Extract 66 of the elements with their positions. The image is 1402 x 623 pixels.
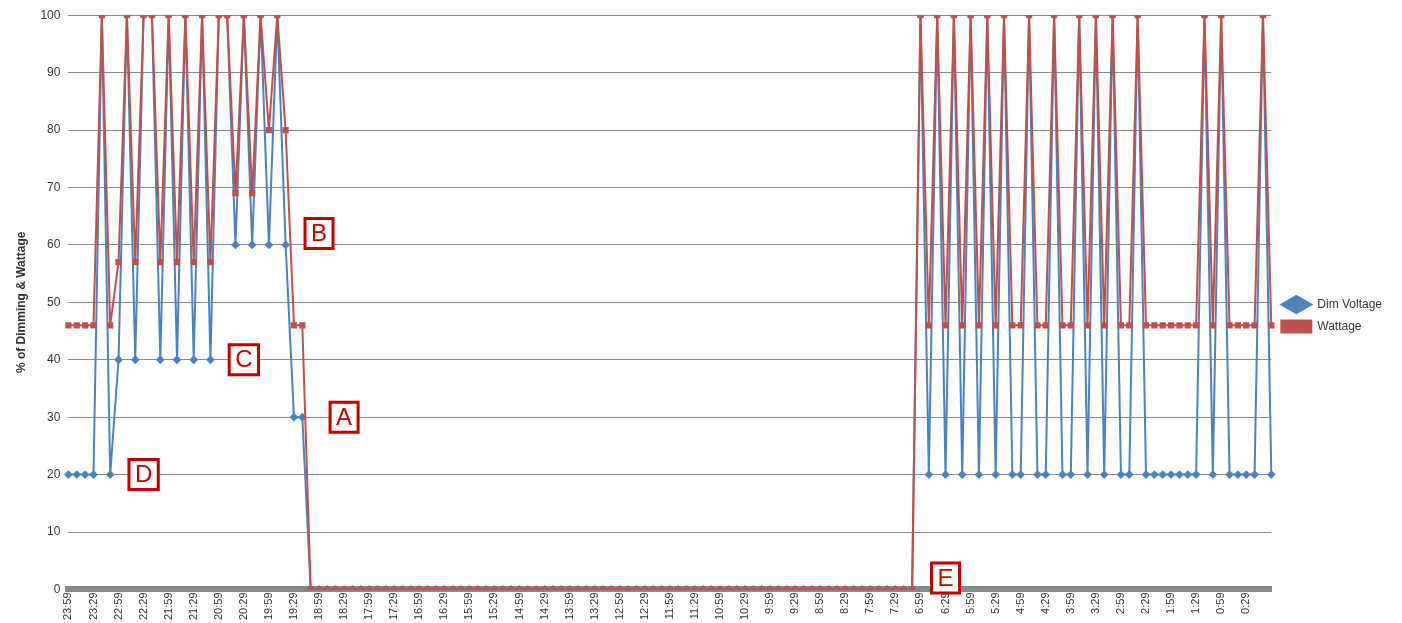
- x-tick-label: 10:59: [713, 592, 726, 620]
- y-axis-title: % of Dimming & Wattage: [13, 231, 28, 374]
- x-tick-label: 9:29: [788, 592, 801, 614]
- x-tick-label: 1:29: [1189, 592, 1202, 614]
- annotation: D: [134, 460, 153, 488]
- x-tick-label: 3:29: [1088, 592, 1101, 614]
- x-tick-label: 14:29: [537, 592, 550, 620]
- x-tick-label: 18:29: [337, 592, 350, 620]
- x-tick-label: 19:59: [261, 592, 274, 620]
- x-tick-label: 12:59: [612, 592, 625, 620]
- x-tick-label: 20:29: [236, 592, 249, 620]
- y-tick-label: 20: [47, 466, 61, 481]
- x-tick-label: 5:59: [963, 592, 976, 614]
- x-tick-label: 20:59: [211, 592, 224, 620]
- y-tick-label: 90: [47, 64, 61, 79]
- x-tick-label: 13:59: [562, 592, 575, 620]
- y-tick-label: 80: [47, 122, 61, 137]
- x-tick-label: 11:59: [662, 592, 675, 620]
- y-tick-label: 60: [47, 237, 61, 252]
- x-tick-label: 7:29: [888, 592, 901, 614]
- x-tick-label: 13:29: [587, 592, 600, 620]
- x-tick-label: 17:29: [387, 592, 400, 620]
- x-tick-label: 14:59: [512, 592, 525, 620]
- y-tick-label: 10: [47, 524, 61, 539]
- x-tick-label: 19:29: [286, 592, 299, 620]
- x-tick-label: 21:29: [186, 592, 199, 620]
- x-tick-label: 1:59: [1164, 592, 1177, 614]
- x-tick-label: 8:29: [838, 592, 851, 614]
- x-tick-label: 0:29: [1239, 592, 1252, 614]
- legend-label: Wattage: [1317, 318, 1362, 333]
- annotation: B: [311, 219, 328, 247]
- x-tick-label: 8:59: [813, 592, 826, 614]
- x-tick-label: 21:59: [161, 592, 174, 620]
- x-tick-label: 10:29: [738, 592, 751, 620]
- annotation: A: [336, 402, 353, 430]
- x-tick-label: 4:29: [1038, 592, 1051, 614]
- x-tick-label: 5:29: [988, 592, 1001, 614]
- x-tick-label: 9:59: [763, 592, 776, 614]
- y-tick-label: 50: [47, 294, 61, 309]
- annotation: C: [235, 345, 253, 373]
- x-tick-label: 3:59: [1063, 592, 1076, 614]
- x-tick-label: 23:59: [61, 592, 74, 620]
- y-tick-label: 30: [47, 409, 61, 424]
- x-tick-label: 4:59: [1013, 592, 1026, 614]
- legend-label: Dim Voltage: [1317, 296, 1383, 311]
- y-tick-label: 100: [40, 7, 61, 22]
- y-tick-label: 70: [47, 179, 61, 194]
- x-tick-label: 7:59: [863, 592, 876, 614]
- x-tick-label: 17:59: [362, 592, 375, 620]
- x-tick-label: 16:59: [412, 592, 425, 620]
- annotation: E: [937, 563, 954, 591]
- x-tick-label: 22:29: [136, 592, 149, 620]
- x-tick-label: 11:29: [687, 592, 700, 620]
- x-tick-label: 16:29: [437, 592, 450, 620]
- x-tick-label: 12:29: [637, 592, 650, 620]
- x-tick-label: 15:29: [487, 592, 500, 620]
- x-tick-label: 2:59: [1113, 592, 1126, 614]
- x-tick-label: 15:59: [462, 592, 475, 620]
- x-tick-label: 23:29: [86, 592, 99, 620]
- x-tick-label: 22:59: [111, 592, 124, 620]
- x-tick-label: 0:59: [1214, 592, 1227, 614]
- x-tick-label: 18:59: [312, 592, 325, 620]
- x-tick-label: 2:29: [1139, 592, 1152, 614]
- y-tick-label: 40: [47, 352, 61, 367]
- x-tick-label: 6:59: [913, 592, 926, 614]
- y-tick-label: 0: [53, 581, 61, 596]
